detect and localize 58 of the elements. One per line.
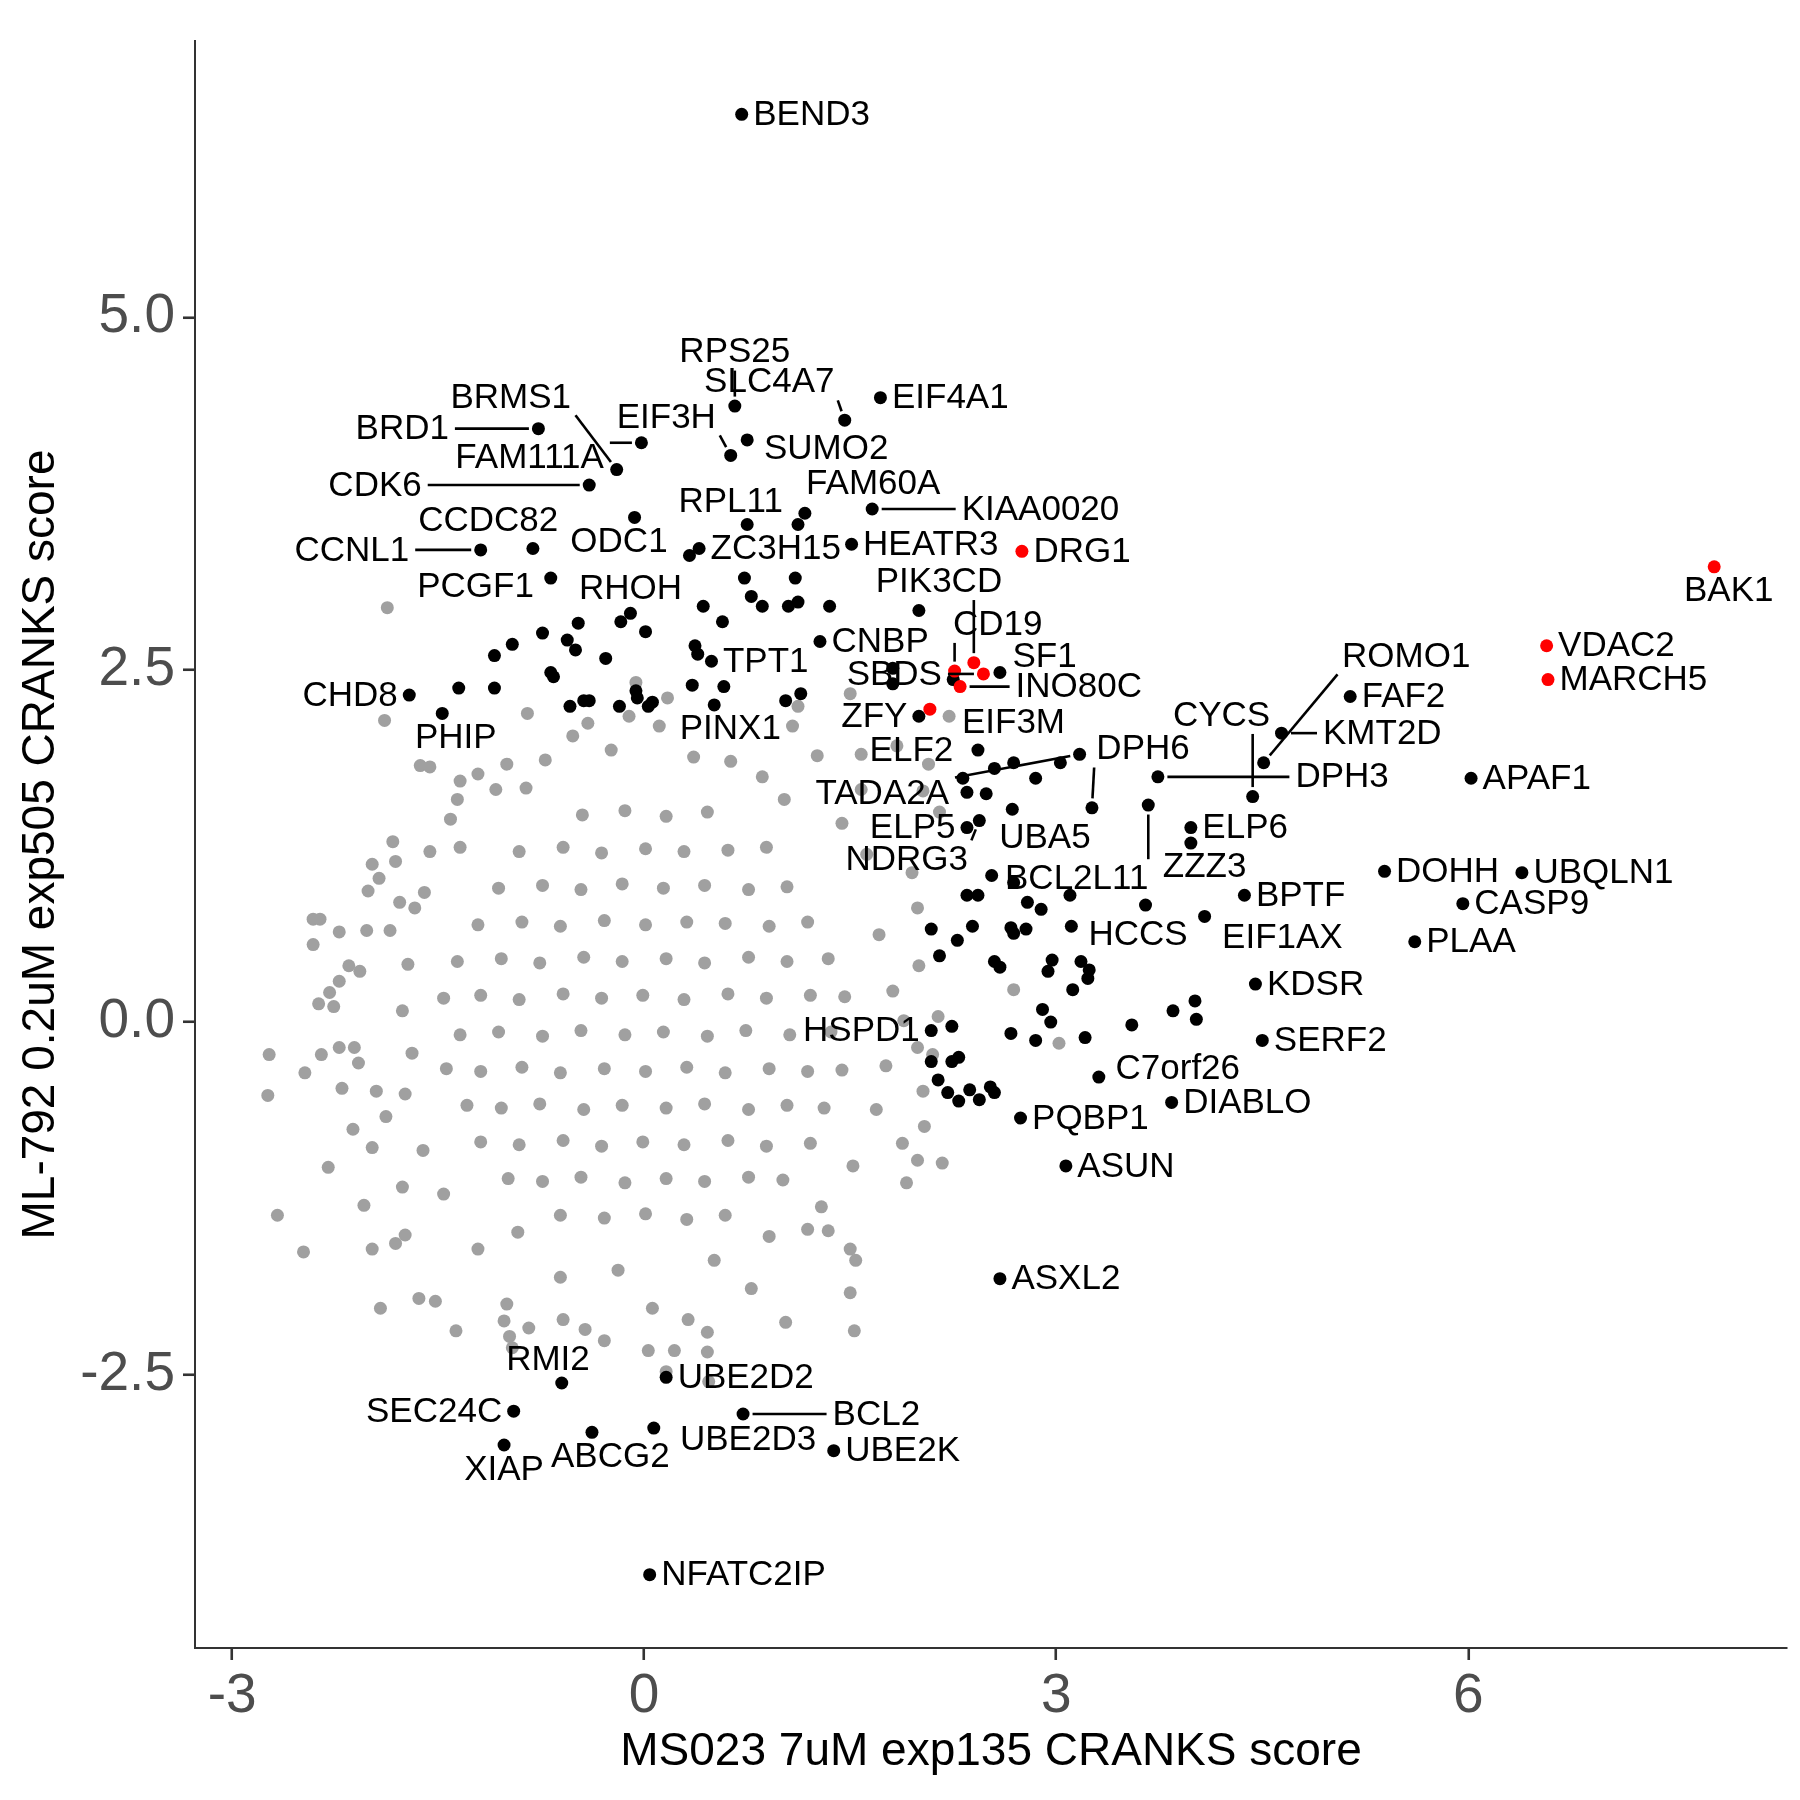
y-tick-label: -2.5 — [80, 1339, 175, 1402]
x-tick-label: -3 — [207, 1662, 257, 1725]
x-axis-title: MS023 7uM exp135 CRANKS score — [620, 1723, 1362, 1776]
data-label: UBE2D3 — [679, 1417, 817, 1457]
data-label: KDSR — [1266, 962, 1365, 1002]
data-label: EIF3H — [616, 395, 716, 435]
data-label: RPL11 — [678, 479, 783, 519]
x-tick-label: 3 — [1040, 1662, 1072, 1725]
y-tick-label: 2.5 — [98, 634, 175, 697]
data-label: EIF4A1 — [891, 376, 1009, 416]
data-label: CNBP — [831, 620, 929, 660]
data-label: DPH3 — [1295, 755, 1389, 795]
data-label: BRMS1 — [450, 375, 572, 415]
data-label: RMI2 — [506, 1337, 590, 1377]
y-tick-label: 0.0 — [98, 987, 175, 1050]
data-label: UBE2K — [845, 1429, 960, 1469]
data-label: BEND3 — [753, 92, 870, 132]
data-label: NFATC2IP — [661, 1553, 826, 1593]
y-tick-label: 5.0 — [98, 282, 175, 345]
data-label: BAK1 — [1684, 569, 1774, 609]
data-label: RHOH — [578, 567, 682, 607]
data-label: HCCS — [1088, 913, 1188, 953]
x-tick-label: 0 — [628, 1662, 660, 1725]
data-label: PHIP — [414, 715, 497, 755]
data-label: PQBP1 — [1032, 1096, 1149, 1136]
y-axis-title: ML-792 0.2uM exp505 CRANKS score — [12, 449, 65, 1240]
data-label: TPT1 — [722, 639, 809, 679]
data-label: SERF2 — [1273, 1019, 1387, 1059]
data-label: PINX1 — [679, 707, 781, 747]
data-label: ZC3H15 — [710, 527, 841, 567]
data-label: CCNL1 — [294, 528, 410, 568]
data-label: SF1 — [1012, 634, 1077, 674]
data-label: BRD1 — [355, 407, 449, 447]
data-label: BCL2 — [832, 1392, 921, 1432]
data-label: HSPD1 — [803, 1009, 920, 1049]
data-label: CHD8 — [302, 673, 398, 713]
data-label: ABCG2 — [550, 1434, 670, 1474]
data-label: BPTF — [1255, 873, 1346, 913]
data-label: PIK3CD — [875, 559, 1003, 599]
data-label: BCL2L11 — [1005, 856, 1149, 896]
data-label: DRG1 — [1033, 529, 1131, 569]
x-tick-label: 6 — [1453, 1662, 1484, 1725]
data-label: ASUN — [1077, 1144, 1175, 1184]
data-label: ROMO1 — [1342, 634, 1471, 674]
data-label: ASXL2 — [1011, 1257, 1121, 1297]
data-label: ZZZ3 — [1162, 845, 1247, 885]
data-label: UBA5 — [999, 816, 1091, 856]
data-label: APAF1 — [1482, 756, 1591, 796]
data-label: PLAA — [1426, 920, 1517, 960]
data-label: SEC24C — [366, 1389, 503, 1429]
data-label: EIF1AX — [1222, 916, 1343, 956]
data-label: FAM111A — [455, 435, 605, 475]
data-label: UBE2D2 — [677, 1356, 814, 1395]
data-label: PCGF1 — [417, 565, 534, 605]
data-label: XIAP — [464, 1448, 544, 1488]
data-label: ODC1 — [570, 519, 668, 559]
data-label: EIF3M — [961, 700, 1066, 740]
data-label: ELP6 — [1202, 806, 1288, 846]
